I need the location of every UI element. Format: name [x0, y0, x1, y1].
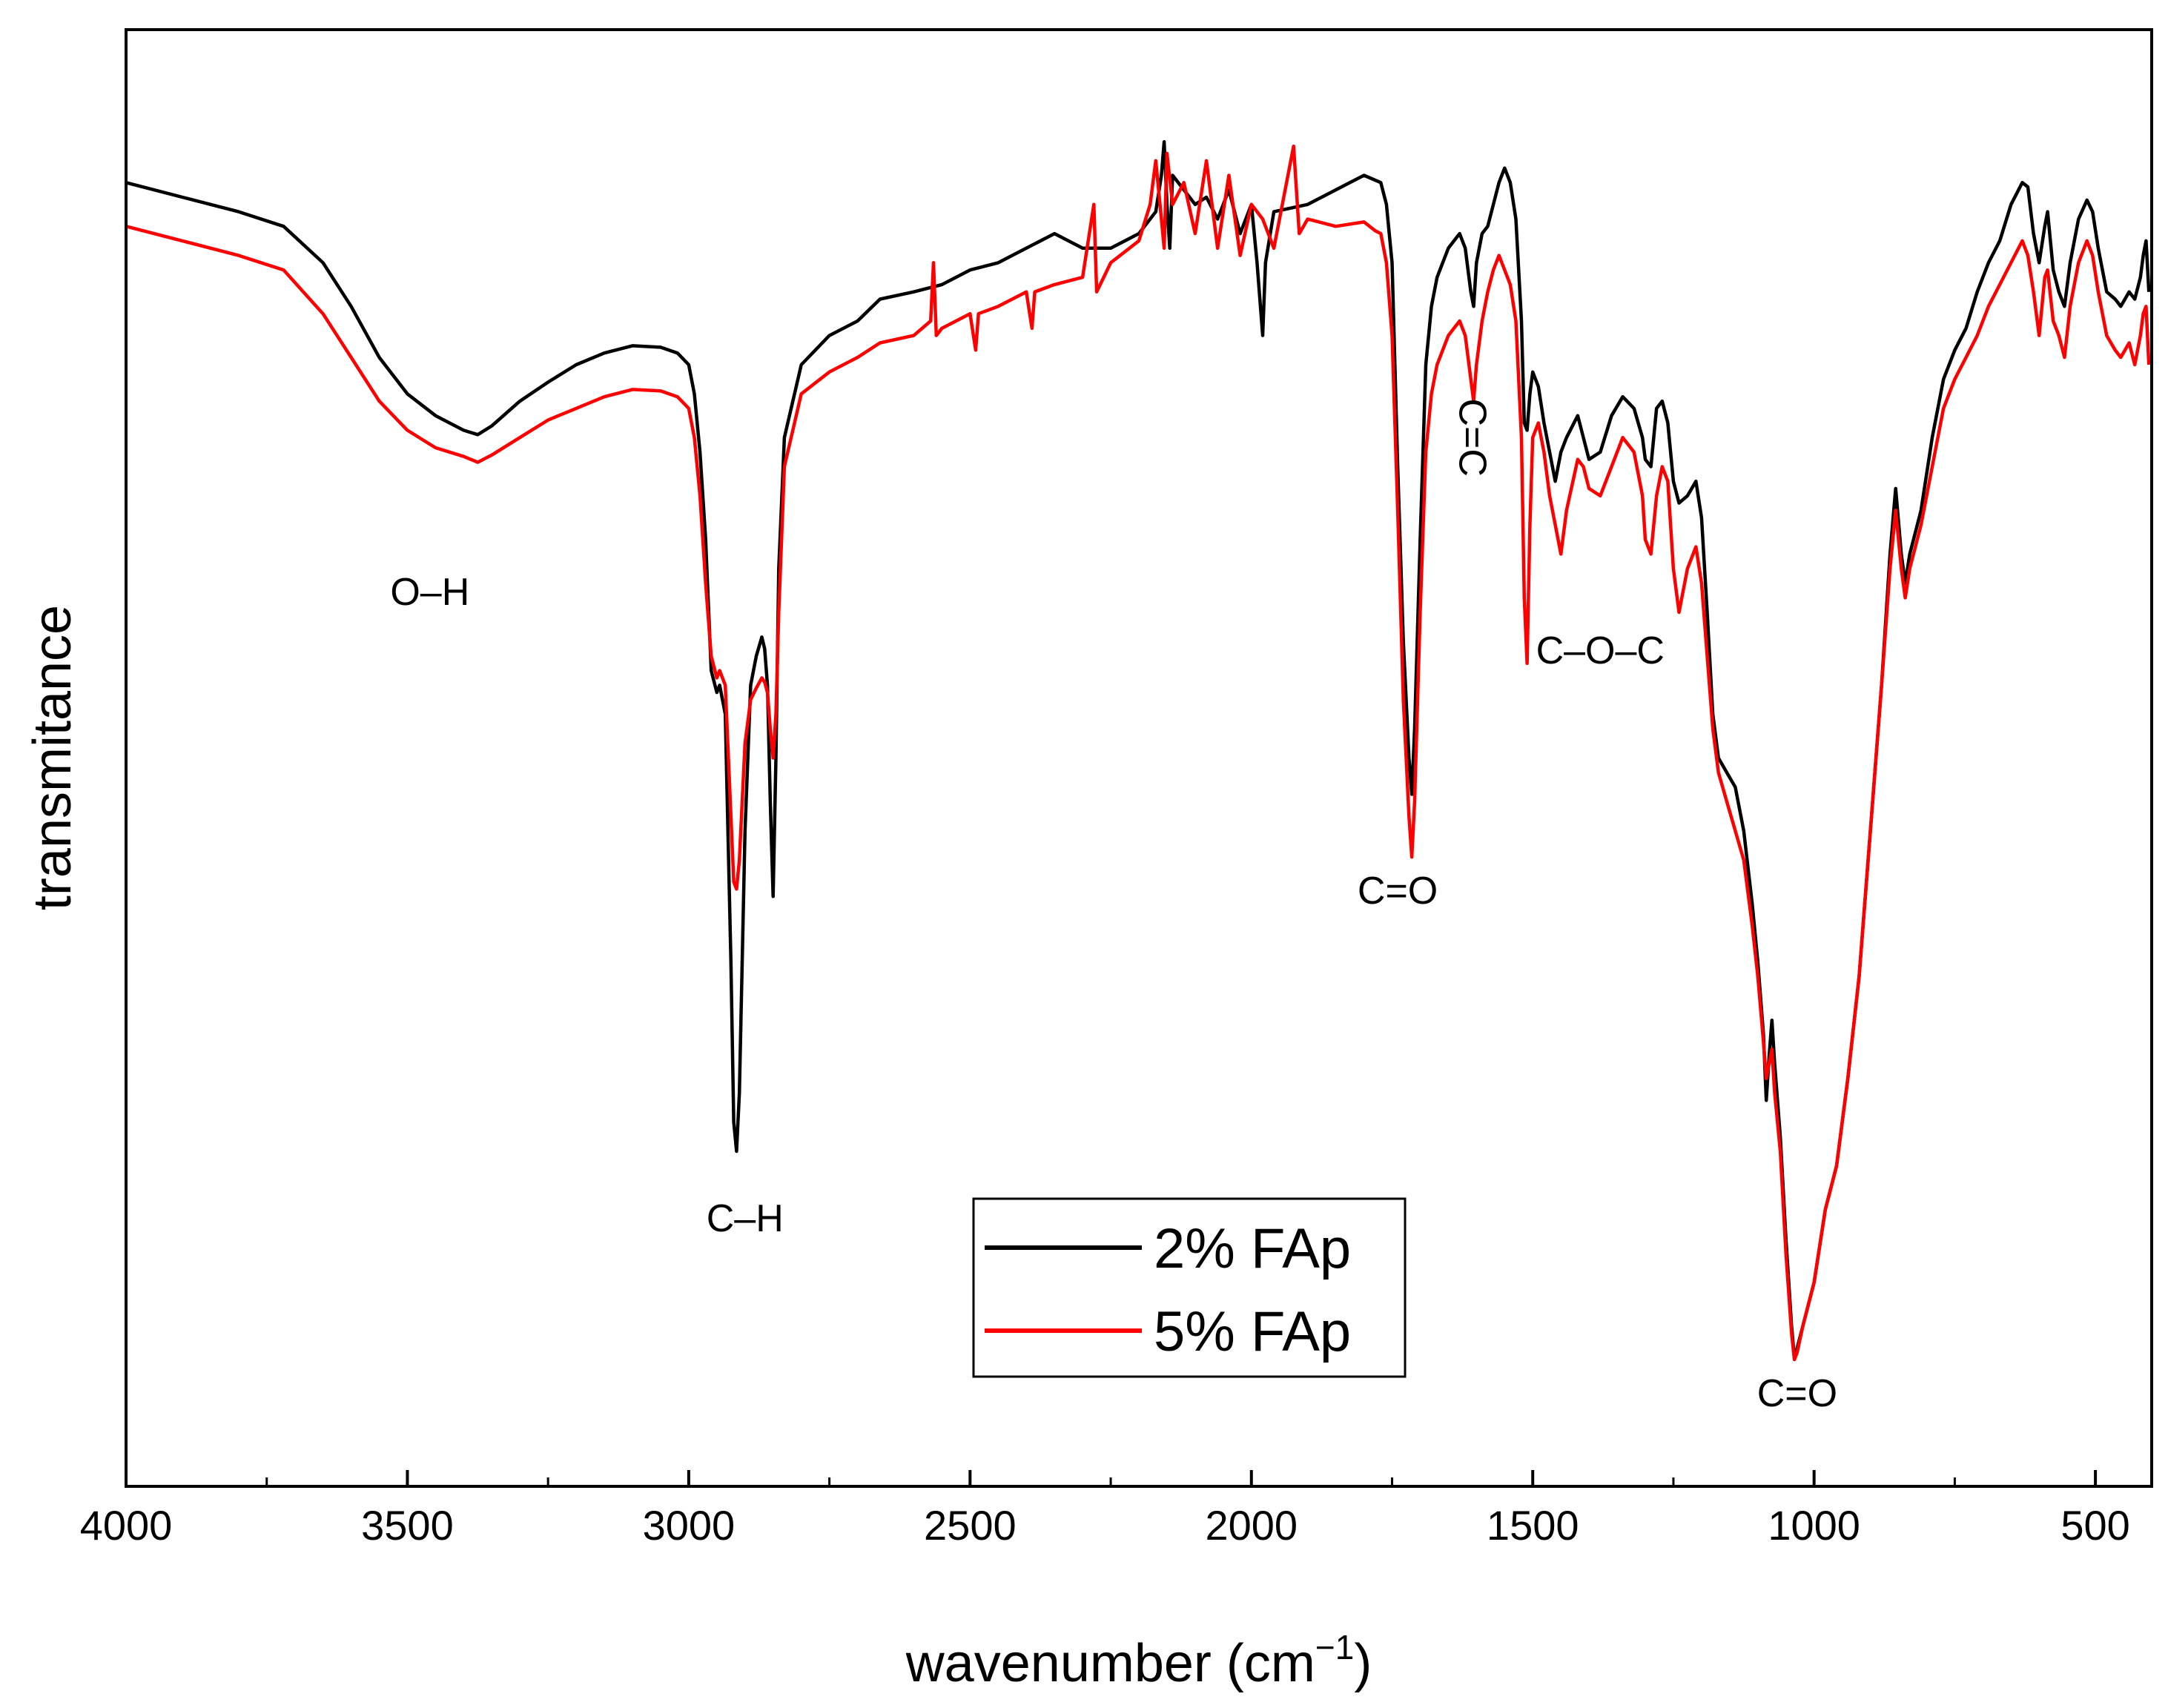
x-tick-label-3500: 3500: [361, 1502, 454, 1549]
y-axis-title: transmitance: [23, 605, 82, 910]
annotation-3: C=C: [1451, 398, 1494, 476]
annotation-2: C=O: [1358, 870, 1438, 913]
peak-annotations: O–H C–H C=O C=C C–O–C C=O: [390, 398, 1837, 1414]
x-tick-label-500: 500: [2060, 1502, 2129, 1549]
x-tick-label-3000: 3000: [643, 1502, 736, 1549]
annotation-1: C–H: [707, 1197, 784, 1240]
plot-frame: [125, 28, 2153, 1488]
legend-box: [972, 1197, 1407, 1378]
annotation-5: C=O: [1757, 1372, 1837, 1415]
series-line-5-fap: [125, 144, 2151, 1362]
x-tick-label-1500: 1500: [1487, 1502, 1579, 1549]
x-axis-title-main: wavenumber (cm: [905, 1634, 1315, 1693]
legend-label-2-fap: 2% FAp: [1154, 1217, 1351, 1280]
series-line-2-fap: [125, 140, 2151, 1360]
annotation-4: C–O–C: [1536, 629, 1665, 672]
series-lines: [125, 140, 2151, 1362]
x-tick-label-2000: 2000: [1205, 1502, 1298, 1549]
x-axis-tick-labels: 4000 3500 3000 2500 2000 1500 1000 500: [80, 1502, 2130, 1549]
legend: 2% FAp 5% FAp: [972, 1197, 1407, 1378]
x-axis-title: wavenumber (cm−1): [905, 1628, 1372, 1693]
annotation-0: O–H: [390, 571, 469, 614]
x-axis-title-close: ): [1354, 1634, 1372, 1693]
x-tick-label-4000: 4000: [80, 1502, 173, 1549]
legend-label-5-fap: 5% FAp: [1154, 1300, 1351, 1363]
x-tick-label-1000: 1000: [1768, 1502, 1860, 1549]
x-axis-title-superscript: −1: [1315, 1628, 1354, 1666]
x-tick-label-2500: 2500: [924, 1502, 1017, 1549]
